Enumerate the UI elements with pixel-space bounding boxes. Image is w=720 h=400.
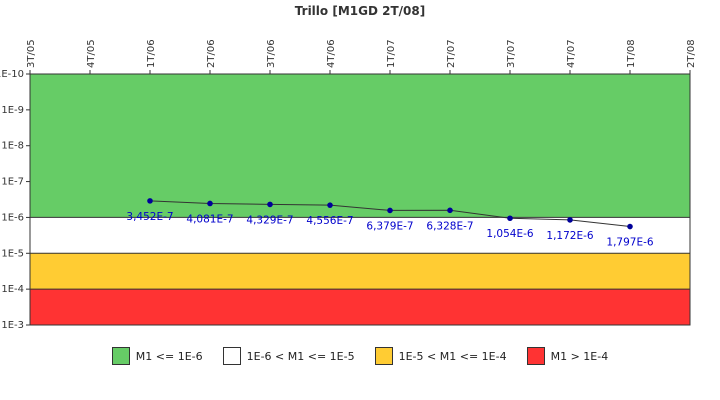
legend-label: M1 <= 1E-6 [135,349,203,363]
data-label: 4,081E-7 [186,213,233,225]
series-layer: 3,452E-7 4,081E-7 4,329E-7 4,556E-7 6,379E-7… [126,198,654,249]
y-tick-label: 1E-9 [1,105,24,116]
legend: M1 <= 1E-6 1E-6 < M1 <= 1E-5 1E-5 < M1 <= … [0,344,720,368]
legend-swatch [526,347,545,365]
legend-item: 1E-5 < M1 <= 1E-4 [374,347,507,365]
legend-label: 1E-6 < M1 <= 1E-5 [246,349,355,363]
x-tick-label: 1T/06 [146,39,157,68]
y-tick-label: 1E-7 [1,177,24,188]
x-tick-label: 3T/06 [266,39,277,68]
y-tick-label: 1E-5 [1,248,24,259]
data-point [567,217,573,223]
data-point [447,207,453,214]
chart-title: Trillo [M1GD 2T/08] [295,4,425,18]
band-2 [30,217,690,254]
legend-label: 1E-5 < M1 <= 1E-4 [398,349,507,363]
x-tick-label: 3T/05 [26,39,37,68]
x-tick-label: 1T/08 [626,39,637,68]
y-tick-label: 1E-3 [1,320,24,331]
data-label: 1,797E-6 [606,237,653,249]
x-tick-label: 4T/07 [566,39,577,68]
legend-label: M1 > 1E-4 [550,349,609,363]
x-tick-label: 2T/06 [206,39,217,68]
plot-border [29,73,691,326]
y-tick-label: 1E-6 [1,212,24,223]
legend-item: 1E-6 < M1 <= 1E-5 [222,347,355,365]
band-4 [30,289,690,325]
y-tick-label: 1E-10 [0,69,24,80]
data-label: 4,329E-7 [246,214,293,226]
data-label: 1,172E-6 [546,230,593,242]
data-point [627,223,633,230]
legend-swatch [222,347,241,365]
band-3 [30,253,690,290]
data-point [267,201,273,208]
x-tick-label: 2T/08 [686,39,697,68]
data-point [327,202,333,208]
x-tick-label: 3T/07 [506,39,517,68]
data-point [207,200,213,207]
legend-item: M1 <= 1E-6 [111,347,203,365]
data-label: 6,379E-7 [366,220,413,232]
x-tick-label: 2T/07 [446,39,457,68]
legend-swatch [374,347,393,365]
x-tick-label: 4T/06 [326,39,337,68]
data-point [387,207,393,214]
y-tick-label: 1E-4 [1,284,24,295]
legend-swatch [111,347,130,365]
y-tick-label: 1E-8 [1,141,24,152]
data-point [507,215,513,222]
data-label: 1,054E-6 [486,228,533,240]
band-1 [30,74,690,218]
x-axis: 3T/05 4T/05 1T/06 2T/06 3T/06 4T/06 1T/07 2T/07… [26,39,697,74]
data-label: 4,556E-7 [306,215,353,227]
x-tick-label: 1T/07 [386,39,397,68]
data-label: 6,328E-7 [426,220,473,232]
threshold-bands [30,74,690,325]
legend-item: M1 > 1E-4 [526,347,609,365]
plot-frame [29,73,691,326]
data-point [147,198,153,204]
data-label: 3,452E-7 [126,211,173,223]
y-axis: 1E-10 1E-9 1E-8 1E-7 1E-6 1E-5 1E-4 1E-3 [0,69,30,331]
x-tick-label: 4T/05 [86,39,97,68]
chart-canvas: Trillo [M1GD 2T/08] 1E-101E-91E-81E-71E-… [0,4,697,331]
